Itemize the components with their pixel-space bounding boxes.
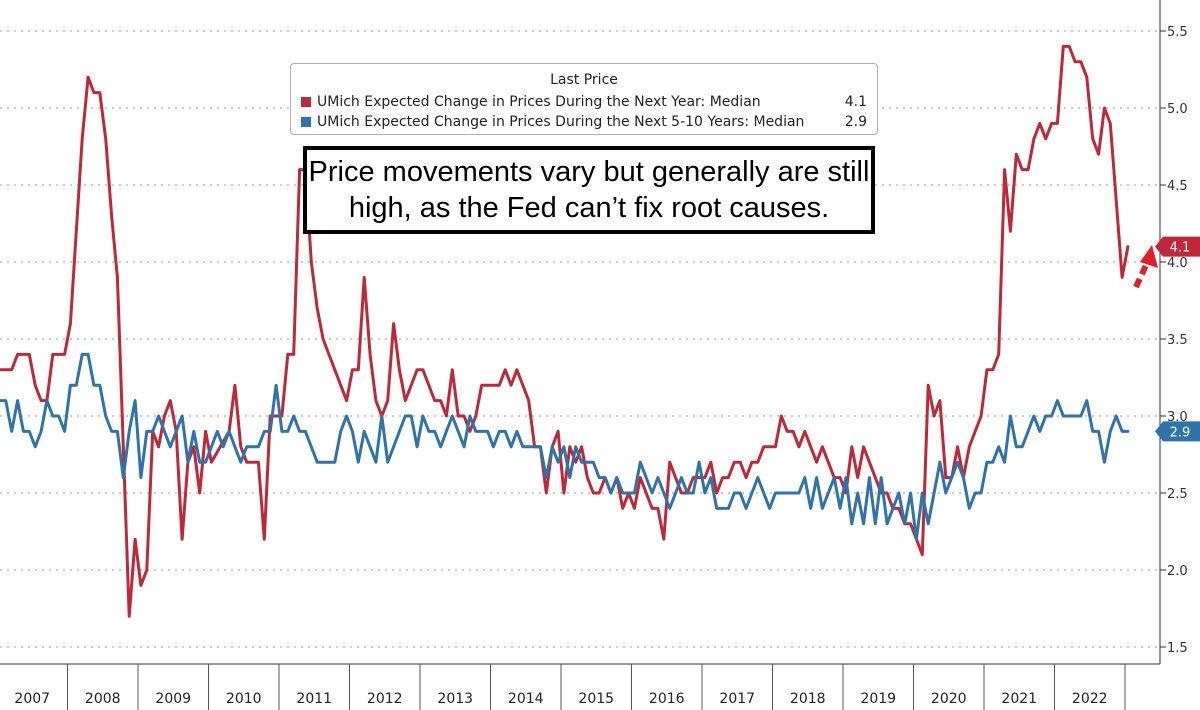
legend-label-5-10y: UMich Expected Change in Prices During t… bbox=[317, 114, 805, 130]
x-tick-label: 2009 bbox=[155, 691, 191, 707]
x-tick-label: 2010 bbox=[226, 691, 262, 707]
x-tick-label: 2022 bbox=[1072, 691, 1108, 707]
x-tick-label: 2020 bbox=[931, 691, 967, 707]
badge-shape bbox=[1155, 421, 1200, 442]
legend-label-1y: UMich Expected Change in Prices During t… bbox=[317, 94, 761, 110]
x-tick-label: 2015 bbox=[578, 691, 614, 707]
badge-shape bbox=[1155, 236, 1200, 257]
x-axis-years: 2007 2008 2009 2010 2011 2012 2013 2014 2015 2016… bbox=[0, 663, 1160, 710]
legend-entry-5-10y: UMich Expected Change in Prices During t… bbox=[301, 112, 867, 132]
x-tick-label: 2008 bbox=[85, 691, 121, 707]
x-tick-label: 2012 bbox=[367, 691, 403, 707]
legend-entry-1y: UMich Expected Change in Prices During t… bbox=[301, 92, 867, 112]
y-tick-label: 3.0 bbox=[1167, 410, 1188, 425]
series-lines bbox=[0, 44, 1130, 618]
x-tick-label: 2021 bbox=[1001, 691, 1037, 707]
x-tick-label: 2017 bbox=[719, 691, 755, 707]
x-tick-label: 2016 bbox=[649, 691, 685, 707]
legend-swatch-blue bbox=[301, 117, 311, 127]
right-y-axis: 1.5 2.0 2.5 3.0 3.5 4.0 4.5 5.0 5.5 bbox=[1159, 0, 1188, 664]
y-tick-label: 5.0 bbox=[1167, 102, 1188, 117]
x-tick-label: 2011 bbox=[296, 691, 332, 707]
annotation-callout: Price movements vary but generally are s… bbox=[303, 146, 875, 234]
badge-label: 2.9 bbox=[1170, 425, 1191, 440]
y-tick-label: 4.5 bbox=[1167, 179, 1188, 194]
y-tick-label: 2.0 bbox=[1167, 564, 1188, 579]
up-arrow-annotation bbox=[1133, 245, 1158, 289]
x-tick-label: 2018 bbox=[790, 691, 826, 707]
x-tick-label: 2019 bbox=[860, 691, 896, 707]
badge-5-10-years: 2.9 bbox=[1155, 421, 1200, 442]
badge-label: 4.1 bbox=[1170, 241, 1191, 256]
series-line-next-year bbox=[0, 44, 1130, 618]
y-tick-label: 3.5 bbox=[1167, 333, 1188, 348]
series-line-5-10-years bbox=[0, 352, 1130, 541]
arrow-head bbox=[1140, 245, 1158, 268]
badge-next-year: 4.1 bbox=[1155, 236, 1200, 257]
legend-value-5-10y: 2.9 bbox=[844, 114, 867, 130]
legend-swatch-red bbox=[301, 97, 311, 107]
last-value-badges: 4.1 2.9 bbox=[1155, 236, 1200, 442]
y-tick-label: 2.5 bbox=[1167, 487, 1188, 502]
x-tick-label: 2007 bbox=[14, 691, 50, 707]
y-tick-label: 1.5 bbox=[1167, 641, 1188, 656]
legend-value-1y: 4.1 bbox=[844, 94, 867, 110]
x-tick-label: 2013 bbox=[437, 691, 473, 707]
x-tick-label: 2014 bbox=[508, 691, 544, 707]
y-tick-label: 5.5 bbox=[1167, 25, 1188, 40]
legend-title: Last Price bbox=[550, 72, 618, 88]
legend: Last Price UMich Expected Change in Pric… bbox=[290, 63, 878, 135]
arrow-shaft bbox=[1133, 261, 1150, 289]
y-tick-label: 4.0 bbox=[1167, 256, 1188, 271]
